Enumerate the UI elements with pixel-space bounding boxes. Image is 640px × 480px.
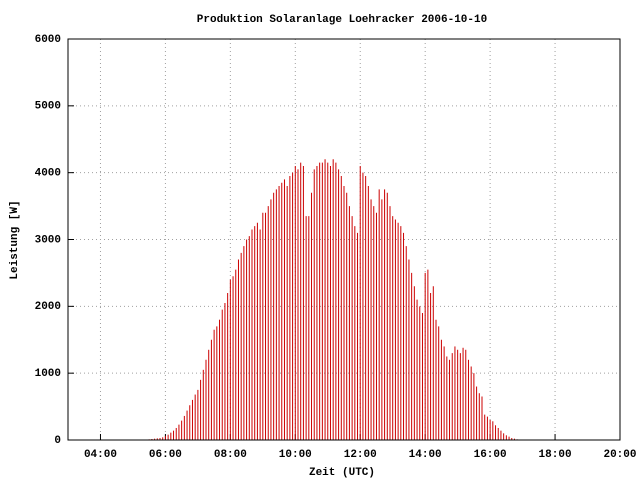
x-tick-label: 10:00 — [279, 449, 312, 461]
y-tick-label: 1000 — [35, 368, 61, 380]
x-tick-label: 12:00 — [344, 449, 377, 461]
x-tick-label: 16:00 — [474, 449, 507, 461]
x-axis-label: Zeit (UTC) — [309, 467, 375, 479]
y-tick-label: 6000 — [35, 34, 61, 46]
x-tick-label: 08:00 — [214, 449, 247, 461]
y-tick-label: 2000 — [35, 301, 61, 313]
y-tick-label: 4000 — [35, 168, 61, 180]
y-tick-label: 0 — [54, 435, 61, 447]
x-tick-label: 14:00 — [409, 449, 442, 461]
x-tick-label: 04:00 — [84, 449, 117, 461]
y-tick-label: 3000 — [35, 234, 61, 246]
chart-title: Produktion Solaranlage Loehracker 2006-1… — [197, 14, 487, 26]
y-axis-label: Leistung [W] — [9, 200, 21, 279]
x-tick-label: 18:00 — [539, 449, 572, 461]
x-tick-label: 20:00 — [603, 449, 636, 461]
y-tick-label: 5000 — [35, 101, 61, 113]
x-tick-label: 06:00 — [149, 449, 182, 461]
plot-frame — [67, 38, 621, 441]
